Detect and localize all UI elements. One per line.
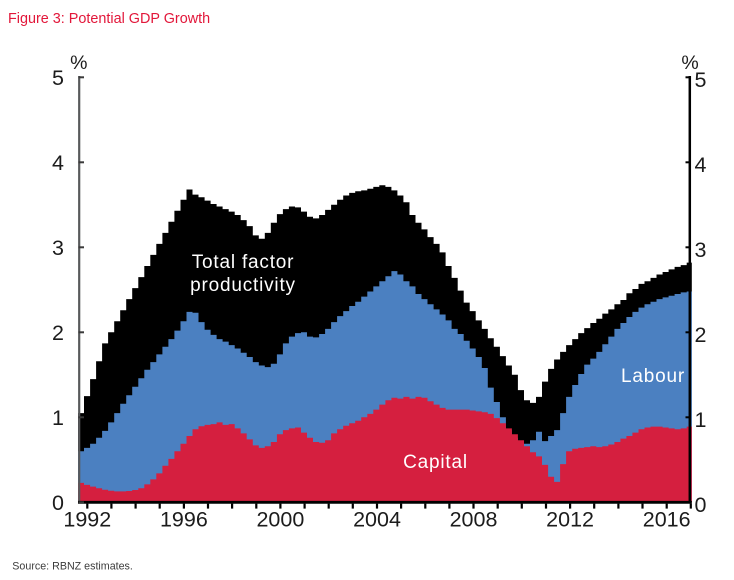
svg-text:1992: 1992 bbox=[63, 508, 111, 532]
svg-text:1: 1 bbox=[695, 408, 707, 432]
svg-text:2012: 2012 bbox=[546, 508, 594, 532]
svg-text:1996: 1996 bbox=[160, 508, 208, 532]
svg-text:Capital: Capital bbox=[403, 452, 468, 473]
svg-text:2: 2 bbox=[695, 323, 707, 347]
svg-text:2008: 2008 bbox=[450, 508, 498, 532]
svg-text:4: 4 bbox=[52, 151, 64, 175]
svg-text:2004: 2004 bbox=[353, 508, 401, 532]
svg-text:2000: 2000 bbox=[256, 508, 304, 532]
svg-text:1: 1 bbox=[52, 406, 64, 430]
svg-text:%: % bbox=[681, 52, 698, 74]
svg-text:0: 0 bbox=[695, 493, 707, 517]
svg-text:productivity: productivity bbox=[190, 275, 296, 296]
svg-text:%: % bbox=[70, 52, 87, 74]
svg-text:5: 5 bbox=[695, 68, 707, 92]
svg-text:Total factor: Total factor bbox=[192, 252, 295, 273]
svg-text:Figure 3: Potential GDP Growth: Figure 3: Potential GDP Growth bbox=[8, 11, 210, 27]
svg-text:2016: 2016 bbox=[643, 508, 691, 532]
svg-text:3: 3 bbox=[52, 236, 64, 260]
svg-text:0: 0 bbox=[52, 491, 64, 515]
svg-text:5: 5 bbox=[52, 66, 64, 90]
svg-text:Source: RBNZ estimates.: Source: RBNZ estimates. bbox=[12, 561, 133, 573]
svg-text:3: 3 bbox=[695, 238, 707, 262]
svg-text:4: 4 bbox=[695, 153, 707, 177]
svg-text:Labour: Labour bbox=[621, 366, 685, 387]
svg-text:2: 2 bbox=[52, 321, 64, 345]
